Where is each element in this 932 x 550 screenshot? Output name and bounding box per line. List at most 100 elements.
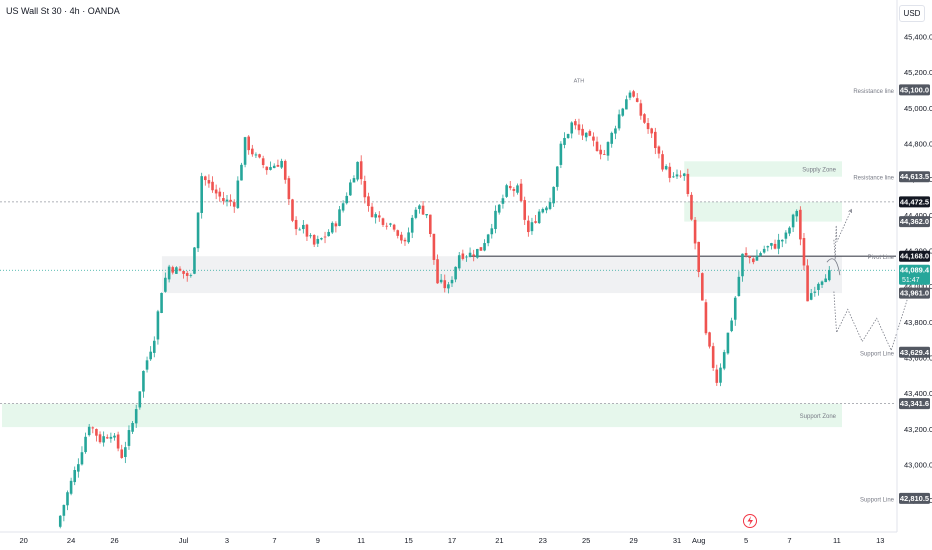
candle-body xyxy=(584,132,588,138)
symbol-title[interactable]: US Wall St 30 · 4h · OANDA xyxy=(6,6,120,16)
candle xyxy=(294,216,298,236)
candle-body xyxy=(327,231,330,237)
candle xyxy=(719,363,722,387)
candle xyxy=(265,166,269,175)
candle-body xyxy=(156,311,160,340)
candle xyxy=(327,229,330,237)
candle xyxy=(178,266,182,272)
candle xyxy=(193,246,196,275)
candle-body xyxy=(654,131,657,149)
candle xyxy=(809,288,813,301)
candle xyxy=(672,172,675,178)
candle xyxy=(508,180,512,191)
candle xyxy=(497,203,501,215)
level-badge-bg xyxy=(899,216,930,228)
candle-body xyxy=(84,436,87,453)
candle xyxy=(447,281,450,294)
candle xyxy=(715,364,719,386)
candle-body xyxy=(479,247,483,251)
candle-body xyxy=(80,452,84,465)
candle-body xyxy=(294,219,298,230)
candle xyxy=(334,221,338,233)
candle-body xyxy=(91,427,95,429)
candle-body xyxy=(66,492,69,506)
candle-body xyxy=(468,252,472,257)
candle-body xyxy=(519,183,523,201)
candle xyxy=(396,229,400,239)
level-badge-bg xyxy=(899,250,930,262)
candle xyxy=(733,295,737,326)
candle xyxy=(58,515,62,529)
candle xyxy=(418,204,421,214)
candle-body xyxy=(305,224,309,237)
candle-body xyxy=(164,277,167,292)
candle xyxy=(534,215,537,224)
candle xyxy=(548,197,552,211)
candle-body xyxy=(809,293,813,300)
level-badge-value: 42,810.5 xyxy=(900,494,929,503)
candle-body xyxy=(733,297,737,320)
candle-body xyxy=(403,239,407,242)
candle-body xyxy=(109,436,113,439)
candle-body xyxy=(185,273,189,276)
candle-body xyxy=(225,199,229,202)
candle-body xyxy=(704,302,708,334)
candle xyxy=(777,233,780,255)
candle-body xyxy=(247,136,250,151)
candle-body xyxy=(392,224,396,230)
candle-body xyxy=(744,252,748,256)
candle xyxy=(682,172,686,181)
candle-body xyxy=(302,224,305,230)
candle xyxy=(439,273,443,284)
candle-body xyxy=(77,464,80,472)
candle-body xyxy=(62,504,66,516)
candle xyxy=(664,164,668,171)
candle-body xyxy=(396,230,400,236)
level-badge-bg xyxy=(899,398,930,410)
candle-body xyxy=(298,229,302,231)
candle xyxy=(602,149,606,156)
candle-body xyxy=(178,268,182,271)
y-tick-label: 44,000.0 xyxy=(904,282,932,291)
candle xyxy=(563,132,566,149)
candle-body xyxy=(356,161,359,180)
projection-up-path-arrowhead xyxy=(848,208,853,213)
candle-body xyxy=(309,235,312,237)
candle-body xyxy=(483,243,486,251)
level-badge-value: 44,362.0 xyxy=(900,217,929,226)
candle-body xyxy=(316,238,320,244)
candle xyxy=(272,163,276,169)
candle xyxy=(505,183,508,198)
candle xyxy=(127,425,131,450)
candle xyxy=(229,194,232,207)
candle xyxy=(628,90,632,101)
candle-body xyxy=(196,212,200,249)
candle-body xyxy=(182,270,185,274)
candle-body xyxy=(490,228,494,235)
candle xyxy=(450,276,454,287)
candle-body xyxy=(486,234,490,244)
candle-body xyxy=(541,209,545,213)
zone-layer xyxy=(2,161,842,428)
candle xyxy=(98,431,102,444)
zone xyxy=(161,256,842,294)
candle xyxy=(461,249,465,261)
candle-body xyxy=(625,99,628,110)
lightning-icon[interactable] xyxy=(743,514,757,528)
candle-body xyxy=(312,235,316,245)
candle-body xyxy=(537,211,541,224)
candle xyxy=(305,223,309,242)
candle-body xyxy=(813,291,817,293)
zone-label: Support Zone xyxy=(800,414,837,420)
candle xyxy=(483,239,486,252)
y-tick-label: 44,800.0 xyxy=(904,139,932,148)
y-tick-label: 45,200.0 xyxy=(904,68,932,77)
candle xyxy=(377,211,381,222)
candle xyxy=(214,184,218,200)
x-tick-label: 25 xyxy=(582,536,590,545)
candle xyxy=(759,251,762,257)
level-text: Support Line xyxy=(860,497,895,503)
currency-button[interactable]: USD xyxy=(899,5,925,22)
candle xyxy=(595,136,599,152)
candle-body xyxy=(381,218,385,225)
